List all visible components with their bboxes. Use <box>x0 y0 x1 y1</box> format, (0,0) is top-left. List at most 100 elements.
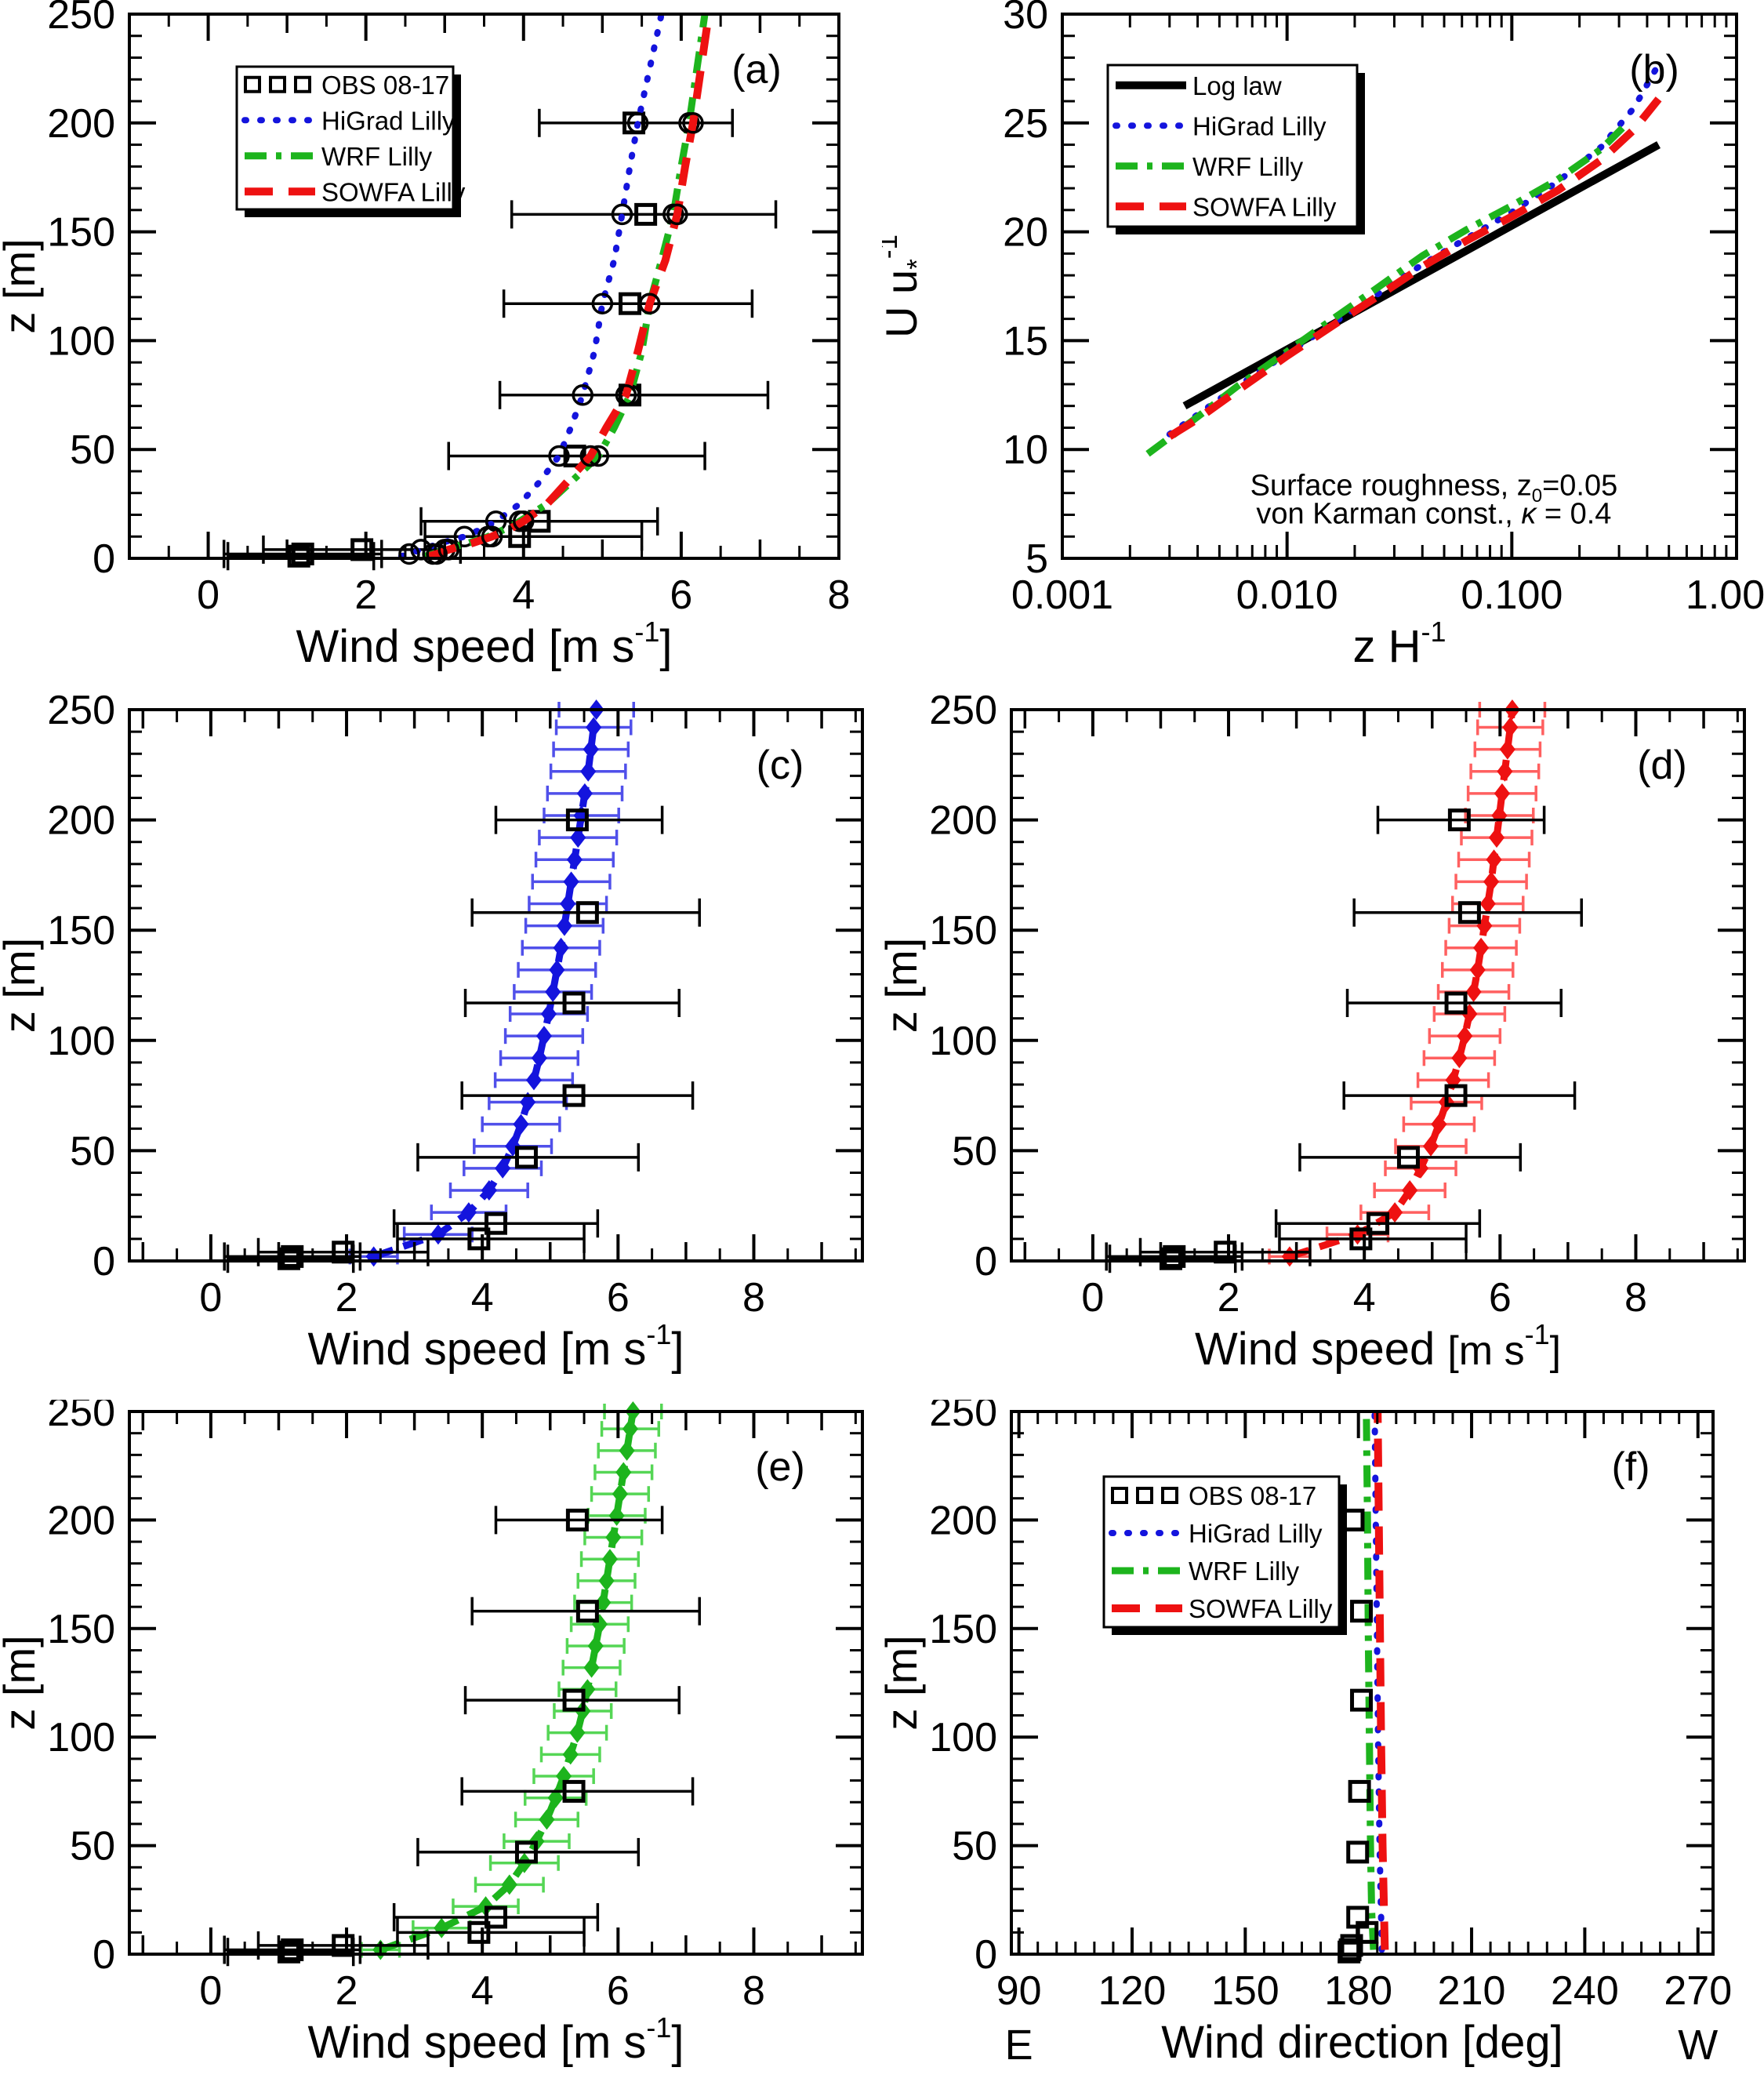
panel-a: 0 2 4 6 8 0 50 100 150 200 250 Wind speed [m s-1] z … <box>0 0 882 690</box>
y-tick-label: 100 <box>47 1019 115 1064</box>
series-obs <box>223 805 701 1273</box>
series-higrad <box>348 699 635 1267</box>
panel-b: 0.001 0.010 0.100 1.000 5 10 15 20 25 30 z H-1 U u*… <box>882 0 1764 690</box>
x-tick-label: 120 <box>1098 1968 1167 2014</box>
y-tick-label: 100 <box>47 1715 115 1760</box>
plot-frame <box>1061 13 1738 560</box>
x-tick-label: 2 <box>1218 1275 1240 1321</box>
axis-tick-labels: 0 2 4 6 8 0 50 100 150 200 250 <box>929 690 1647 1321</box>
y-tick-label: 250 <box>47 690 115 733</box>
y-axis-title: z [m] <box>0 938 44 1033</box>
y-tick-label: 30 <box>1003 0 1048 38</box>
series-obs <box>223 1506 701 1967</box>
legend-label: HiGrad Lilly <box>321 106 456 135</box>
y-tick-label: 50 <box>70 1128 115 1174</box>
axis-ticks <box>129 708 862 1263</box>
y-tick-label: 200 <box>47 101 115 147</box>
plot-frame <box>1010 708 1746 1263</box>
panel-b-series <box>1145 60 1662 457</box>
x-tick-label: 180 <box>1324 1968 1392 2014</box>
panel-d-chart: 0 2 4 6 8 0 50 100 150 200 250 Wind speed [m s-1] z … <box>882 690 1746 1375</box>
x-tick-label: 8 <box>1624 1275 1647 1321</box>
x-tick-label: 210 <box>1438 1968 1506 2014</box>
panel-e-chart: 0 2 4 6 8 0 50 100 150 200 250 Wind speed [m s-1] z … <box>0 1400 864 2068</box>
panel-c-root: 0 2 4 6 8 0 50 100 150 200 250 Wind speed [m s-1] z … <box>0 690 864 1375</box>
x-tick-label: 6 <box>607 1275 630 1321</box>
legend-entry-sowfa: SOWFA Lilly <box>245 177 466 206</box>
legend-label: WRF Lilly <box>1189 1557 1300 1586</box>
y-tick-label: 0 <box>93 536 115 582</box>
panel-letter: (d) <box>1637 743 1687 788</box>
plot-frame <box>128 1410 864 1956</box>
x-sub-label: E <box>1005 2022 1033 2069</box>
panel-b-root: 0.001 0.010 0.100 1.000 5 10 15 20 25 30 z H-1 U u*… <box>882 0 1764 672</box>
axis-tick-labels: 90 120 150 180 210 240 270 0 50 100 150 200 250 E W <box>929 1400 1732 2069</box>
panel-d: 0 2 4 6 8 0 50 100 150 200 250 Wind speed [m s-1] z … <box>882 690 1764 1400</box>
x-tick-label: 1.000 <box>1686 572 1764 618</box>
panel-f: 90 120 150 180 210 240 270 0 50 100 150 200 250 E W Win… <box>882 1400 1764 2100</box>
legend: Log law HiGrad Lilly WRF Lilly SOWFA Lilly <box>1106 64 1365 234</box>
legend-entry-wrf: WRF Lilly <box>1116 152 1304 181</box>
x-tick-label: 2 <box>336 1275 358 1321</box>
y-tick-label: 100 <box>929 1019 997 1064</box>
x-tick-label: 4 <box>471 1968 494 2014</box>
y-axis-title: z [m] <box>882 938 926 1033</box>
panel-letter: (c) <box>757 743 804 788</box>
axis-tick-labels: 0 2 4 6 8 0 50 100 150 200 250 <box>47 690 765 1321</box>
panel-f-root: 90 120 150 180 210 240 270 0 50 100 150 200 250 E W Win… <box>882 1400 1732 2069</box>
panel-letter: (e) <box>755 1444 805 1490</box>
panel-e-root: 0 2 4 6 8 0 50 100 150 200 250 Wind speed [m s-1] z … <box>0 1400 864 2068</box>
legend-label: HiGrad Lilly <box>1189 1519 1323 1548</box>
y-axis-title: z [m] <box>882 1635 926 1730</box>
series-loglaw <box>1182 141 1661 410</box>
x-tick-label: 0 <box>1081 1275 1104 1321</box>
x-tick-label: 4 <box>512 572 535 618</box>
legend-entry-loglaw: Log law <box>1116 71 1282 100</box>
axis-ticks <box>129 1410 862 1956</box>
series-sowfa <box>426 13 713 565</box>
legend-label: OBS 08-17 <box>321 71 449 100</box>
x-tick-label: 4 <box>1353 1275 1376 1321</box>
panel-letter: (f) <box>1611 1444 1650 1490</box>
y-axis-title: z [m] <box>0 238 44 333</box>
legend-label: WRF Lilly <box>1192 152 1304 181</box>
x-tick-label: 6 <box>670 572 692 618</box>
x-tick-label: 6 <box>1489 1275 1512 1321</box>
y-tick-label: 50 <box>70 1824 115 1869</box>
x-sub-label: W <box>1678 2022 1718 2069</box>
panel-c-chart: 0 2 4 6 8 0 50 100 150 200 250 Wind speed [m s-1] z … <box>0 690 864 1375</box>
x-axis-title: Wind speed [m s-1] <box>1195 1318 1561 1375</box>
series-obs <box>1105 805 1583 1273</box>
x-tick-label: 270 <box>1664 1968 1732 2014</box>
y-tick-label: 150 <box>929 1607 997 1652</box>
legend: OBS 08-17 HiGrad Lilly WRF Lilly SOWFA Lill… <box>235 65 466 217</box>
x-axis-title: Wind speed [m s-1] <box>307 1318 684 1375</box>
series-sowfa <box>1374 1411 1389 1950</box>
axis-tick-labels: 0 2 4 6 8 0 50 100 150 200 250 <box>47 0 850 618</box>
x-tick-label: 0.001 <box>1011 572 1113 618</box>
legend-entry-higrad: HiGrad Lilly <box>1112 111 1327 140</box>
y-tick-label: 150 <box>47 210 115 256</box>
y-tick-label: 20 <box>1003 210 1048 256</box>
legend-label: SOWFA Lilly <box>321 177 466 206</box>
x-axis-title: Wind speed [m s-1] <box>307 2011 684 2068</box>
y-tick-label: 50 <box>70 427 115 473</box>
y-tick-label: 50 <box>952 1128 997 1174</box>
y-tick-label: 200 <box>929 1498 997 1543</box>
panel-letter: (b) <box>1629 47 1679 93</box>
x-tick-label: 240 <box>1551 1968 1619 2014</box>
x-tick-label: 2 <box>336 1968 358 2014</box>
x-tick-label: 0.100 <box>1461 572 1563 618</box>
x-tick-label: 6 <box>607 1968 630 2014</box>
y-tick-label: 250 <box>929 1400 997 1435</box>
x-tick-label: 0 <box>197 572 220 618</box>
x-tick-label: 0.010 <box>1236 572 1338 618</box>
series-obs <box>222 108 778 571</box>
panel-c-series <box>223 699 701 1273</box>
axis-ticks <box>1061 13 1738 560</box>
y-tick-label: 150 <box>929 908 997 954</box>
legend-label: HiGrad Lilly <box>1192 111 1327 140</box>
series-sowfa <box>1268 699 1547 1267</box>
